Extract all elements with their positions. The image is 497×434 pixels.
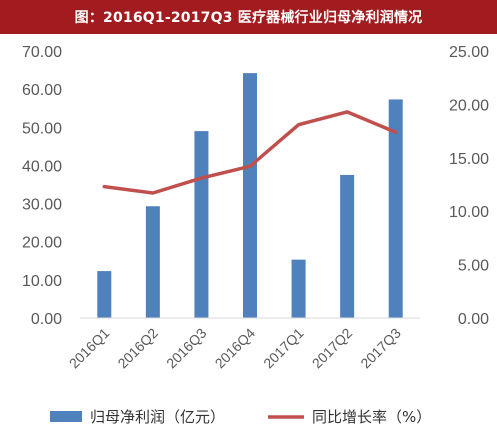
left-axis-tick-label: 50.00: [22, 120, 62, 137]
right-axis-tick-label: 0.00: [458, 311, 489, 328]
chart-plot: 0.0010.0020.0030.0040.0050.0060.0070.00 …: [22, 44, 489, 426]
right-axis-tick-label: 10.00: [449, 204, 489, 221]
category-label: 2016Q3: [163, 325, 210, 372]
category-label: 2016Q2: [114, 325, 161, 372]
bar: [97, 271, 112, 318]
left-axis-tick-label: 40.00: [22, 158, 62, 175]
category-label: 2016Q4: [212, 325, 259, 372]
category-label: 2017Q2: [309, 325, 356, 372]
bar: [243, 73, 257, 318]
left-axis-tick-label: 0.00: [31, 311, 62, 328]
left-axis-tick-label: 20.00: [22, 235, 62, 252]
x-axis: 2016Q1 2016Q2 2016Q3 2016Q4 2017Q1 2017Q2 2017…: [66, 325, 404, 372]
bar: [145, 206, 160, 318]
category-label: 2017Q3: [357, 325, 404, 372]
legend-label-line: 同比增长率（%）: [312, 408, 431, 426]
category-label: 2016Q1: [66, 325, 113, 372]
left-axis-tick-label: 30.00: [22, 197, 62, 214]
legend: 归母净利润（亿元） 同比增长率（%）: [50, 408, 431, 426]
right-axis-tick-label: 25.00: [449, 44, 489, 61]
bar: [340, 174, 355, 318]
bar-series: [97, 73, 403, 318]
left-axis: 0.00 10.00 20.00 30.00 40.00 50.00 60.00 70.00: [22, 44, 62, 328]
bar: [388, 99, 403, 318]
bar: [194, 131, 209, 318]
right-axis-tick-label: 20.00: [449, 97, 489, 114]
chart-title: 图：2016Q1-2017Q3 医疗器械行业归母净利润情况: [0, 0, 497, 34]
left-axis-tick-label: 70.00: [22, 44, 62, 61]
right-axis-tick-label: 15.00: [449, 151, 489, 168]
right-axis-tick-label: 5.00: [458, 258, 489, 275]
line-series: [102, 110, 398, 195]
legend-label-bar: 归母净利润（亿元）: [90, 408, 225, 426]
bar: [291, 259, 306, 318]
left-axis-tick-label: 10.00: [22, 273, 62, 290]
right-axis: 0.00 5.00 10.00 15.00 20.00 25.00: [449, 44, 489, 328]
category-label: 2017Q1: [260, 325, 307, 372]
legend-swatch-bar: [50, 411, 82, 422]
left-axis-tick-label: 60.00: [22, 82, 62, 99]
